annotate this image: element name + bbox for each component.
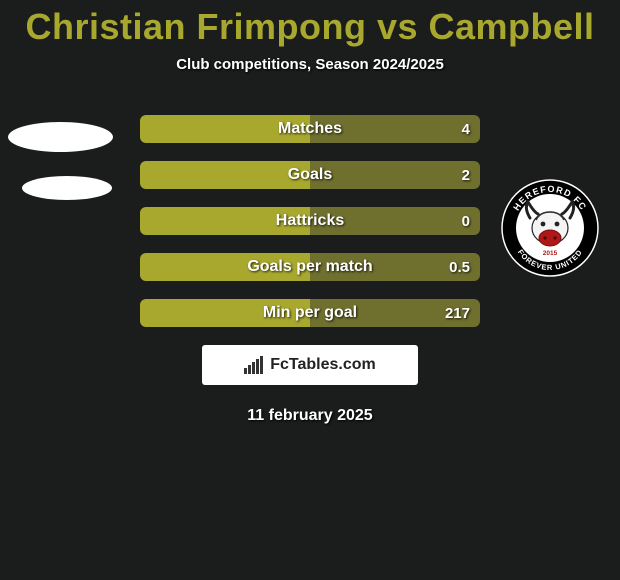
logo-year: 2015 (543, 250, 558, 257)
stat-bar-right (310, 161, 480, 189)
stat-label: Goals (288, 166, 332, 184)
stat-value-right: 4 (462, 121, 470, 138)
stat-value-right: 0 (462, 213, 470, 230)
stat-bar: Matches 4 (140, 115, 480, 143)
stat-label: Matches (278, 120, 342, 138)
placeholder-ellipse (22, 176, 112, 200)
stat-value-right: 0.5 (449, 259, 470, 276)
stat-row: Min per goal 217 (0, 299, 620, 327)
stat-value-right: 2 (462, 167, 470, 184)
right-club-logo: HEREFORD FC FOREVER UNITED 2015 (500, 178, 600, 286)
stat-bar: Goals 2 (140, 161, 480, 189)
placeholder-ellipse (8, 122, 113, 152)
stat-bar: Min per goal 217 (140, 299, 480, 327)
bars-icon (244, 356, 264, 374)
page-title: Christian Frimpong vs Campbell (0, 0, 620, 48)
stat-label: Min per goal (263, 304, 357, 322)
subtitle: Club competitions, Season 2024/2025 (0, 56, 620, 73)
stat-value-right: 217 (445, 305, 470, 322)
fctables-badge[interactable]: FcTables.com (202, 345, 418, 385)
left-player-placeholder (8, 122, 113, 224)
date-text: 11 february 2025 (0, 407, 620, 425)
stat-label: Goals per match (247, 258, 372, 276)
stat-bar: Hattricks 0 (140, 207, 480, 235)
fctables-label: FcTables.com (270, 356, 376, 374)
stat-bar-left (140, 161, 310, 189)
stat-bar: Goals per match 0.5 (140, 253, 480, 281)
stat-label: Hattricks (276, 212, 344, 230)
